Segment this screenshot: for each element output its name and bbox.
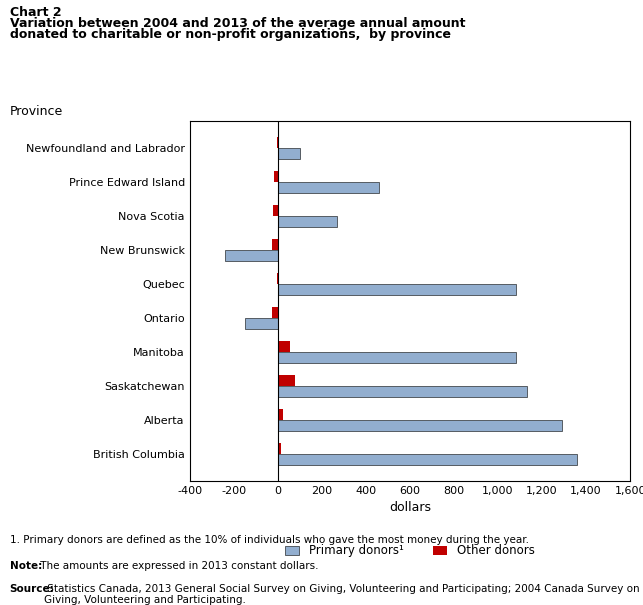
Bar xyxy=(278,386,527,397)
Bar xyxy=(275,171,278,182)
Bar xyxy=(276,273,278,284)
Bar xyxy=(278,409,284,420)
Bar xyxy=(273,205,278,216)
Bar xyxy=(278,284,516,295)
Bar xyxy=(278,454,577,465)
Text: Statistics Canada, 2013 General Social Survey on Giving, Volunteering and Partic: Statistics Canada, 2013 General Social S… xyxy=(44,584,640,605)
Legend: Primary donors¹, Other donors: Primary donors¹, Other donors xyxy=(285,544,535,557)
Bar xyxy=(276,137,278,148)
Bar xyxy=(272,307,278,318)
X-axis label: dollars: dollars xyxy=(389,502,431,514)
Bar xyxy=(278,420,562,431)
Bar xyxy=(245,318,278,329)
Text: Province: Province xyxy=(10,105,63,118)
Text: The amounts are expressed in 2013 constant dollars.: The amounts are expressed in 2013 consta… xyxy=(37,561,318,571)
Text: Note:: Note: xyxy=(10,561,42,571)
Bar xyxy=(278,216,337,227)
Bar xyxy=(278,182,379,193)
Bar xyxy=(225,250,278,261)
Bar xyxy=(272,239,278,250)
Bar xyxy=(278,341,290,352)
Bar xyxy=(278,443,281,454)
Bar xyxy=(278,352,516,363)
Text: donated to charitable or non-profit organizations,  by province: donated to charitable or non-profit orga… xyxy=(10,28,451,41)
Text: Variation between 2004 and 2013 of the average annual amount: Variation between 2004 and 2013 of the a… xyxy=(10,17,465,30)
Text: Source:: Source: xyxy=(10,584,55,594)
Text: Chart 2: Chart 2 xyxy=(10,6,61,19)
Text: 1. Primary donors are defined as the 10% of individuals who gave the most money : 1. Primary donors are defined as the 10%… xyxy=(10,535,529,546)
Bar xyxy=(278,375,295,386)
Bar xyxy=(278,148,300,159)
